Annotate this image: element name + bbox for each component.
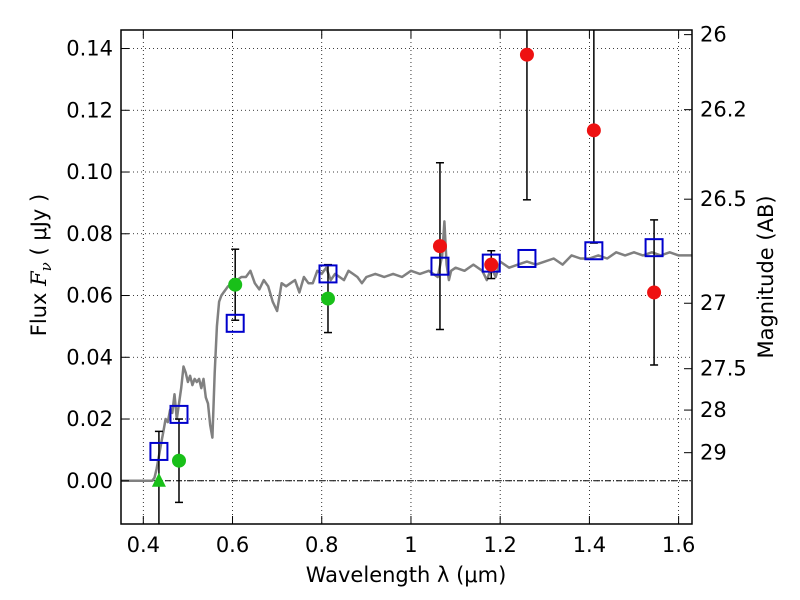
model-square-marker (169, 404, 189, 424)
x-tick-label: 0.8 (305, 533, 338, 557)
model-sed-line (121, 220, 692, 483)
x-tick-label: 0.4 (127, 533, 160, 557)
y-tick-label: 0.14 (66, 37, 113, 61)
x-tick-label: 1.2 (483, 533, 516, 557)
y-axis-label: Flux Fν ( μJy ) (27, 194, 55, 336)
x-tick-label: 1.6 (662, 533, 695, 557)
x-axis-label: Wavelength λ (μm) (306, 563, 507, 587)
x-tick-label: 1.4 (573, 533, 606, 557)
magnitude-tick-label: 26 (700, 23, 727, 47)
magnitude-tick-label: 27.5 (700, 357, 747, 381)
y-tick-label: 0.02 (66, 407, 113, 431)
magnitude-tick-label: 29 (700, 441, 727, 465)
upper-limit-triangle (151, 472, 166, 487)
y-tick-label: 0.10 (66, 160, 113, 184)
y2-axis-label: Magnitude (AB) (754, 195, 778, 358)
data-point-circle (171, 453, 186, 468)
x-tick-label: 0.6 (216, 533, 249, 557)
magnitude-tick-label: 27 (700, 291, 727, 315)
y-axis-label-subscript: ν (37, 262, 55, 271)
model-square-marker (318, 264, 338, 284)
data-point-circle (484, 257, 499, 272)
data-point-circle (586, 123, 601, 138)
y-axis-label-units: ( μJy ) (27, 194, 51, 262)
y-axis-label-prefix: Flux (27, 286, 51, 336)
model-square-marker (430, 256, 450, 276)
y-tick-label: 0.00 (66, 469, 113, 493)
data-markers (149, 47, 664, 487)
y-tick-label: 0.08 (66, 222, 113, 246)
model-square-marker (225, 313, 245, 333)
model-square-marker (517, 248, 537, 268)
magnitude-tick-label: 26.5 (700, 187, 747, 211)
data-point-circle (647, 285, 662, 300)
data-point-circle (519, 47, 534, 62)
axis-tick-labels: 0.4 0.6 0.8 1 1.2 1.4 1.6 0.00 0.02 0.04 0.06 0.08 0… (66, 23, 747, 557)
y-tick-label: 0.12 (66, 98, 113, 122)
plot-frame (120, 29, 693, 525)
model-sed-line-group (121, 220, 692, 483)
y-tick-label: 0.04 (66, 345, 113, 369)
magnitude-tick-label: 28 (700, 398, 727, 422)
model-square-marker (149, 441, 169, 461)
x-tick-label: 1 (404, 533, 417, 557)
data-point-circle (228, 277, 243, 292)
model-square-marker (644, 238, 664, 258)
y-axis-label-symbol: F (27, 270, 51, 287)
data-point-circle (432, 239, 447, 254)
model-square-marker (584, 241, 604, 261)
data-point-circle (320, 291, 335, 306)
magnitude-tick-label: 26.2 (700, 98, 747, 122)
axis-ticks (121, 30, 692, 524)
y-tick-label: 0.06 (66, 284, 113, 308)
